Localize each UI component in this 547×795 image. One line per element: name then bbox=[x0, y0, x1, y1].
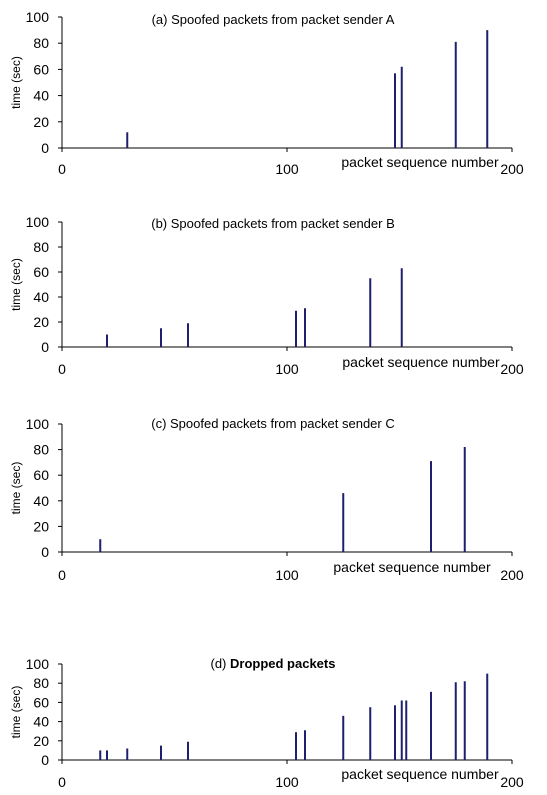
y-tick-label: 20 bbox=[33, 114, 49, 130]
x-axis-label: packet sequence number bbox=[341, 766, 499, 782]
x-tick-label: 100 bbox=[275, 567, 299, 583]
chart-panel-2: 0 20 40 60 80 100 0 100 200 (c) Spoofed packets f… bbox=[9, 416, 524, 583]
y-axis-label: time (sec) bbox=[9, 686, 23, 739]
y-axis-label: time (sec) bbox=[9, 56, 23, 109]
y-tick-label: 20 bbox=[33, 518, 49, 534]
y-axis-label: time (sec) bbox=[9, 258, 23, 311]
y-tick-label: 60 bbox=[33, 467, 49, 483]
y-tick-label: 60 bbox=[33, 694, 49, 710]
y-tick-label: 80 bbox=[33, 35, 49, 51]
y-tick-label: 20 bbox=[33, 733, 49, 749]
y-tick-label: 80 bbox=[33, 675, 49, 691]
chart-title: (d) Dropped packets bbox=[211, 656, 336, 671]
x-tick-label: 100 bbox=[275, 161, 299, 177]
x-tick-label: 0 bbox=[58, 567, 66, 583]
x-tick-label: 100 bbox=[275, 774, 299, 790]
x-axis-label: packet sequence number bbox=[333, 559, 491, 575]
y-tick-label: 100 bbox=[26, 416, 50, 432]
y-tick-label: 60 bbox=[33, 61, 49, 77]
chart-panel-0: 0 20 40 60 80 100 0 100 200 (a) Spoofed packets f… bbox=[9, 9, 524, 177]
y-tick-label: 80 bbox=[33, 442, 49, 458]
x-tick-label: 200 bbox=[500, 567, 524, 583]
x-tick-label: 100 bbox=[275, 361, 299, 377]
chart-title-bold: Dropped packets bbox=[230, 656, 335, 671]
x-tick-label: 200 bbox=[500, 361, 524, 377]
y-tick-label: 40 bbox=[33, 289, 49, 305]
y-tick-label: 80 bbox=[33, 239, 49, 255]
x-tick-label: 200 bbox=[500, 161, 524, 177]
x-tick-label: 200 bbox=[500, 774, 524, 790]
y-tick-label: 0 bbox=[41, 140, 49, 156]
y-tick-label: 0 bbox=[41, 339, 49, 355]
y-tick-label: 0 bbox=[41, 544, 49, 560]
chart-panel-1: 0 20 40 60 80 100 0 100 200 (b) Spoofed packets f… bbox=[9, 214, 524, 377]
chart-title: (b) Spoofed packets from packet sender B bbox=[151, 216, 395, 231]
y-tick-label: 100 bbox=[26, 656, 50, 672]
x-tick-label: 0 bbox=[58, 774, 66, 790]
y-tick-label: 100 bbox=[26, 214, 50, 230]
x-tick-label: 0 bbox=[58, 361, 66, 377]
y-tick-label: 100 bbox=[26, 9, 50, 25]
x-axis-label: packet sequence number bbox=[342, 354, 500, 370]
x-tick-label: 0 bbox=[58, 161, 66, 177]
chart-title: (a) Spoofed packets from packet sender A bbox=[152, 12, 395, 27]
chart-title: (c) Spoofed packets from packet sender C bbox=[151, 416, 395, 431]
y-tick-label: 60 bbox=[33, 264, 49, 280]
chart-panel-3: 0 20 40 60 80 100 0 100 200 (d) Dropped packets pa… bbox=[9, 656, 524, 790]
y-tick-label: 0 bbox=[41, 752, 49, 768]
y-tick-label: 20 bbox=[33, 314, 49, 330]
y-axis-label: time (sec) bbox=[9, 462, 23, 515]
y-tick-label: 40 bbox=[33, 493, 49, 509]
x-axis-label: packet sequence number bbox=[341, 154, 499, 170]
y-tick-label: 40 bbox=[33, 88, 49, 104]
y-tick-label: 40 bbox=[33, 714, 49, 730]
